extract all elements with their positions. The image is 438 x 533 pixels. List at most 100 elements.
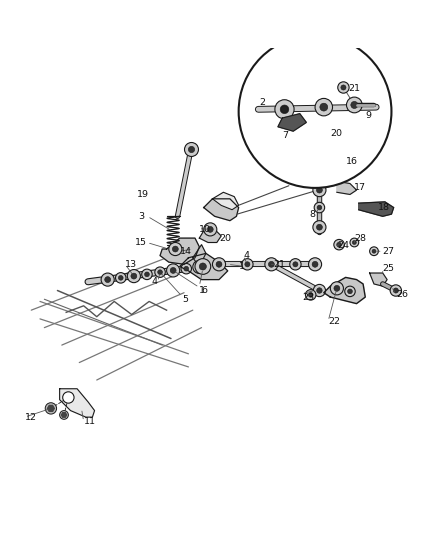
- Text: 22: 22: [328, 317, 340, 326]
- Text: 27: 27: [383, 247, 395, 256]
- Circle shape: [390, 285, 402, 296]
- Circle shape: [170, 268, 176, 273]
- Circle shape: [184, 266, 189, 271]
- Circle shape: [313, 221, 326, 234]
- Text: 8: 8: [309, 209, 315, 219]
- Polygon shape: [61, 413, 67, 417]
- Circle shape: [346, 97, 362, 113]
- Circle shape: [338, 82, 349, 93]
- Text: 10: 10: [199, 225, 212, 234]
- Text: 9: 9: [365, 111, 371, 120]
- Polygon shape: [160, 238, 199, 264]
- Polygon shape: [47, 406, 54, 411]
- Circle shape: [317, 205, 322, 210]
- Circle shape: [63, 392, 74, 403]
- Circle shape: [245, 262, 250, 267]
- Circle shape: [184, 142, 198, 157]
- Circle shape: [142, 269, 152, 280]
- Text: 20: 20: [330, 129, 343, 138]
- Circle shape: [145, 272, 149, 277]
- Circle shape: [196, 264, 202, 270]
- Circle shape: [239, 35, 392, 188]
- Text: 13: 13: [125, 260, 137, 269]
- Circle shape: [212, 258, 226, 271]
- Text: 12: 12: [25, 413, 37, 422]
- Circle shape: [195, 259, 211, 274]
- Circle shape: [370, 247, 378, 256]
- Circle shape: [341, 85, 346, 90]
- Circle shape: [281, 106, 288, 113]
- Text: 15: 15: [135, 238, 147, 247]
- Circle shape: [320, 103, 328, 111]
- Circle shape: [334, 285, 340, 291]
- Circle shape: [127, 270, 141, 282]
- Circle shape: [330, 282, 343, 295]
- Circle shape: [118, 276, 123, 280]
- Circle shape: [268, 261, 274, 267]
- Circle shape: [290, 259, 301, 270]
- Circle shape: [101, 273, 114, 286]
- Circle shape: [155, 267, 165, 277]
- Text: 20: 20: [219, 233, 231, 243]
- Polygon shape: [337, 181, 357, 195]
- Circle shape: [393, 288, 399, 293]
- Circle shape: [275, 100, 294, 119]
- Circle shape: [105, 277, 111, 282]
- Circle shape: [314, 203, 325, 213]
- Circle shape: [348, 289, 352, 294]
- Text: 18: 18: [378, 203, 390, 212]
- Circle shape: [305, 289, 316, 300]
- Circle shape: [199, 263, 206, 270]
- Circle shape: [308, 293, 313, 297]
- Polygon shape: [370, 273, 387, 286]
- Circle shape: [193, 261, 206, 273]
- Polygon shape: [204, 199, 239, 221]
- Circle shape: [60, 410, 68, 419]
- Circle shape: [188, 147, 194, 152]
- Circle shape: [351, 101, 358, 109]
- Circle shape: [181, 263, 191, 274]
- Circle shape: [317, 224, 322, 230]
- Text: 19: 19: [137, 190, 149, 199]
- Circle shape: [166, 264, 180, 277]
- Circle shape: [325, 152, 336, 164]
- Circle shape: [173, 246, 178, 252]
- Polygon shape: [321, 151, 343, 166]
- Text: 11: 11: [84, 417, 95, 426]
- Circle shape: [317, 288, 322, 293]
- Circle shape: [204, 223, 217, 236]
- Text: 7: 7: [283, 131, 288, 140]
- Text: 14: 14: [180, 247, 192, 256]
- Circle shape: [312, 261, 318, 267]
- Text: 21: 21: [274, 260, 286, 269]
- Text: 5: 5: [182, 295, 188, 304]
- Circle shape: [169, 243, 182, 256]
- Circle shape: [45, 403, 57, 414]
- Circle shape: [353, 240, 357, 245]
- Circle shape: [313, 183, 326, 197]
- Circle shape: [334, 239, 344, 250]
- Circle shape: [337, 243, 342, 247]
- Text: 2: 2: [260, 98, 266, 107]
- Text: 1: 1: [199, 286, 205, 295]
- Text: 24: 24: [337, 241, 349, 250]
- Text: 26: 26: [396, 290, 408, 300]
- Polygon shape: [359, 202, 394, 216]
- Circle shape: [280, 105, 289, 114]
- Circle shape: [116, 272, 126, 283]
- Circle shape: [350, 238, 359, 247]
- Text: 1: 1: [239, 262, 245, 271]
- Text: 17: 17: [354, 183, 366, 192]
- Circle shape: [216, 261, 222, 267]
- Text: 4: 4: [152, 277, 158, 286]
- Circle shape: [372, 249, 376, 253]
- Text: 25: 25: [383, 264, 395, 273]
- Polygon shape: [199, 227, 221, 243]
- Polygon shape: [193, 245, 206, 266]
- Circle shape: [265, 258, 278, 271]
- Circle shape: [158, 270, 162, 274]
- Circle shape: [308, 258, 321, 271]
- Text: 6: 6: [201, 286, 208, 295]
- Polygon shape: [212, 192, 239, 210]
- Circle shape: [242, 259, 253, 270]
